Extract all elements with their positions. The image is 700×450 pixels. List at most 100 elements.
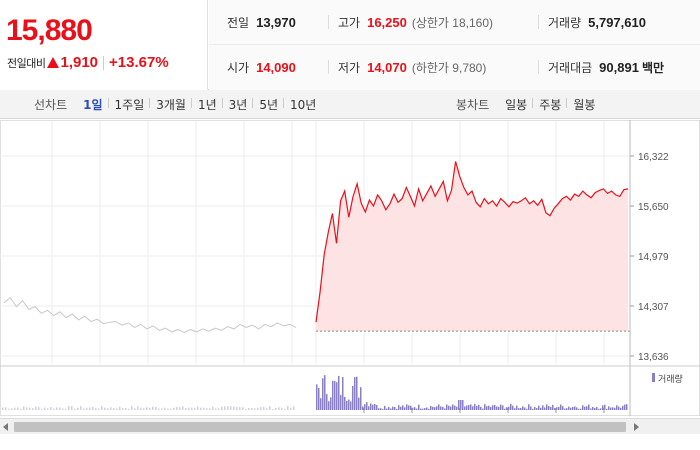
candle-chart-tabs: 봉차트 일봉 주봉 월봉 [456,90,601,119]
volume-bar [59,407,61,410]
volume-bar [95,408,97,410]
tab-1week[interactable]: 1주일 [107,96,151,113]
high-price: 고가 16,250 (상한가 18,160) [338,0,493,45]
current-price: 15,880 [6,14,93,47]
volume-bar [176,406,178,410]
volume-bar [324,375,326,410]
volume-bar [422,408,424,410]
volume-bar [322,378,324,410]
upper-limit: (상한가 18,160) [411,16,494,30]
volume-bar [414,407,416,410]
volume-bar [616,405,618,410]
volume-bar [11,408,13,410]
volume-bar [464,406,466,410]
volume-bar [604,404,606,410]
volume-bar [540,407,542,410]
high-value: 16,250 [367,15,407,30]
volume-bar [568,406,570,410]
tab-3year[interactable]: 3년 [221,96,254,113]
volume-bar [614,407,616,410]
volume-bar [65,408,67,410]
volume-bar [518,408,520,410]
volume-bar [420,408,422,410]
volume-bar [278,407,280,410]
volume-bar [29,407,31,410]
volume-bar [161,408,163,410]
volume-bar [430,405,432,410]
tab-10year[interactable]: 10년 [283,96,322,113]
quote-row: 전일 13,970 고가 16,250 (상한가 18,160) 거래량 5,7… [209,0,700,45]
volume-bar [110,407,112,410]
volume-bar [538,405,540,410]
triangle-up-icon [47,57,60,68]
volume-bar [318,387,320,410]
volume-bar [584,406,586,410]
volume-bar [582,405,584,410]
scroll-left-icon[interactable] [3,423,8,431]
volume-bar [428,408,430,410]
volume-bar [434,407,436,410]
volume-bar [460,400,462,410]
volume-bar [320,398,322,410]
volume-bar [440,406,442,410]
volume-bar [358,397,360,410]
volume-bar [269,406,271,410]
volume-bar [245,408,247,410]
volume-bar [496,406,498,410]
volume-bar [224,406,226,410]
volume-bar [242,407,244,410]
volume-value: 5,797,610 [588,15,646,30]
chart-scrollbar[interactable] [0,418,700,434]
volume-bar [456,406,458,410]
volume-bar [458,400,460,410]
volume-bar [370,403,372,410]
volume-bar [446,404,448,410]
volume-bar [544,407,546,410]
volume-bar [376,405,378,410]
prev-day-series [3,296,297,334]
change-label: 전일대비 [7,56,46,70]
scrollbar-thumb[interactable] [14,422,626,432]
volume-bar [384,405,386,410]
volume-bar [356,376,358,410]
volume-bar [526,408,528,410]
volume-bar [400,406,402,410]
tab-daily-candle[interactable]: 일봉 [505,98,528,112]
volume-bar [209,408,211,410]
volume-bar [596,407,598,410]
scroll-right-icon[interactable] [634,423,639,431]
tab-weekly-candle[interactable]: 주봉 [532,96,567,113]
volume-bar [140,407,142,410]
volume-bar [448,405,450,410]
tab-3month[interactable]: 3개월 [149,96,192,113]
volume-bar [514,408,516,410]
volume-bar [233,406,235,410]
volume-bar [5,407,7,410]
volume-bar [418,404,420,410]
volume-bar [500,404,502,410]
volume-bar [284,408,286,410]
volume-bar [570,407,572,410]
volume-bar [137,406,139,410]
tab-1day[interactable]: 1일 [83,98,103,112]
volume-bar [328,401,330,410]
volume-bar [380,408,382,410]
y-tick-label: 16,322 [638,152,669,163]
volume-bar [316,384,318,410]
tab-monthly-candle[interactable]: 월봉 [566,96,601,113]
volume-bar [152,406,154,410]
bottom-strip [0,434,700,450]
low-value: 14,070 [367,60,407,75]
volume-bar [436,406,438,410]
volume-bar [410,405,412,410]
volume-bar [590,408,592,410]
volume-bar [618,406,620,410]
volume-bar [197,406,199,410]
volume-bar [41,408,43,410]
tab-1year[interactable]: 1년 [190,96,223,113]
volume-bar [580,408,582,410]
tab-5year[interactable]: 5년 [252,96,284,113]
volume-bar [68,406,70,410]
volume-bar [542,405,544,410]
